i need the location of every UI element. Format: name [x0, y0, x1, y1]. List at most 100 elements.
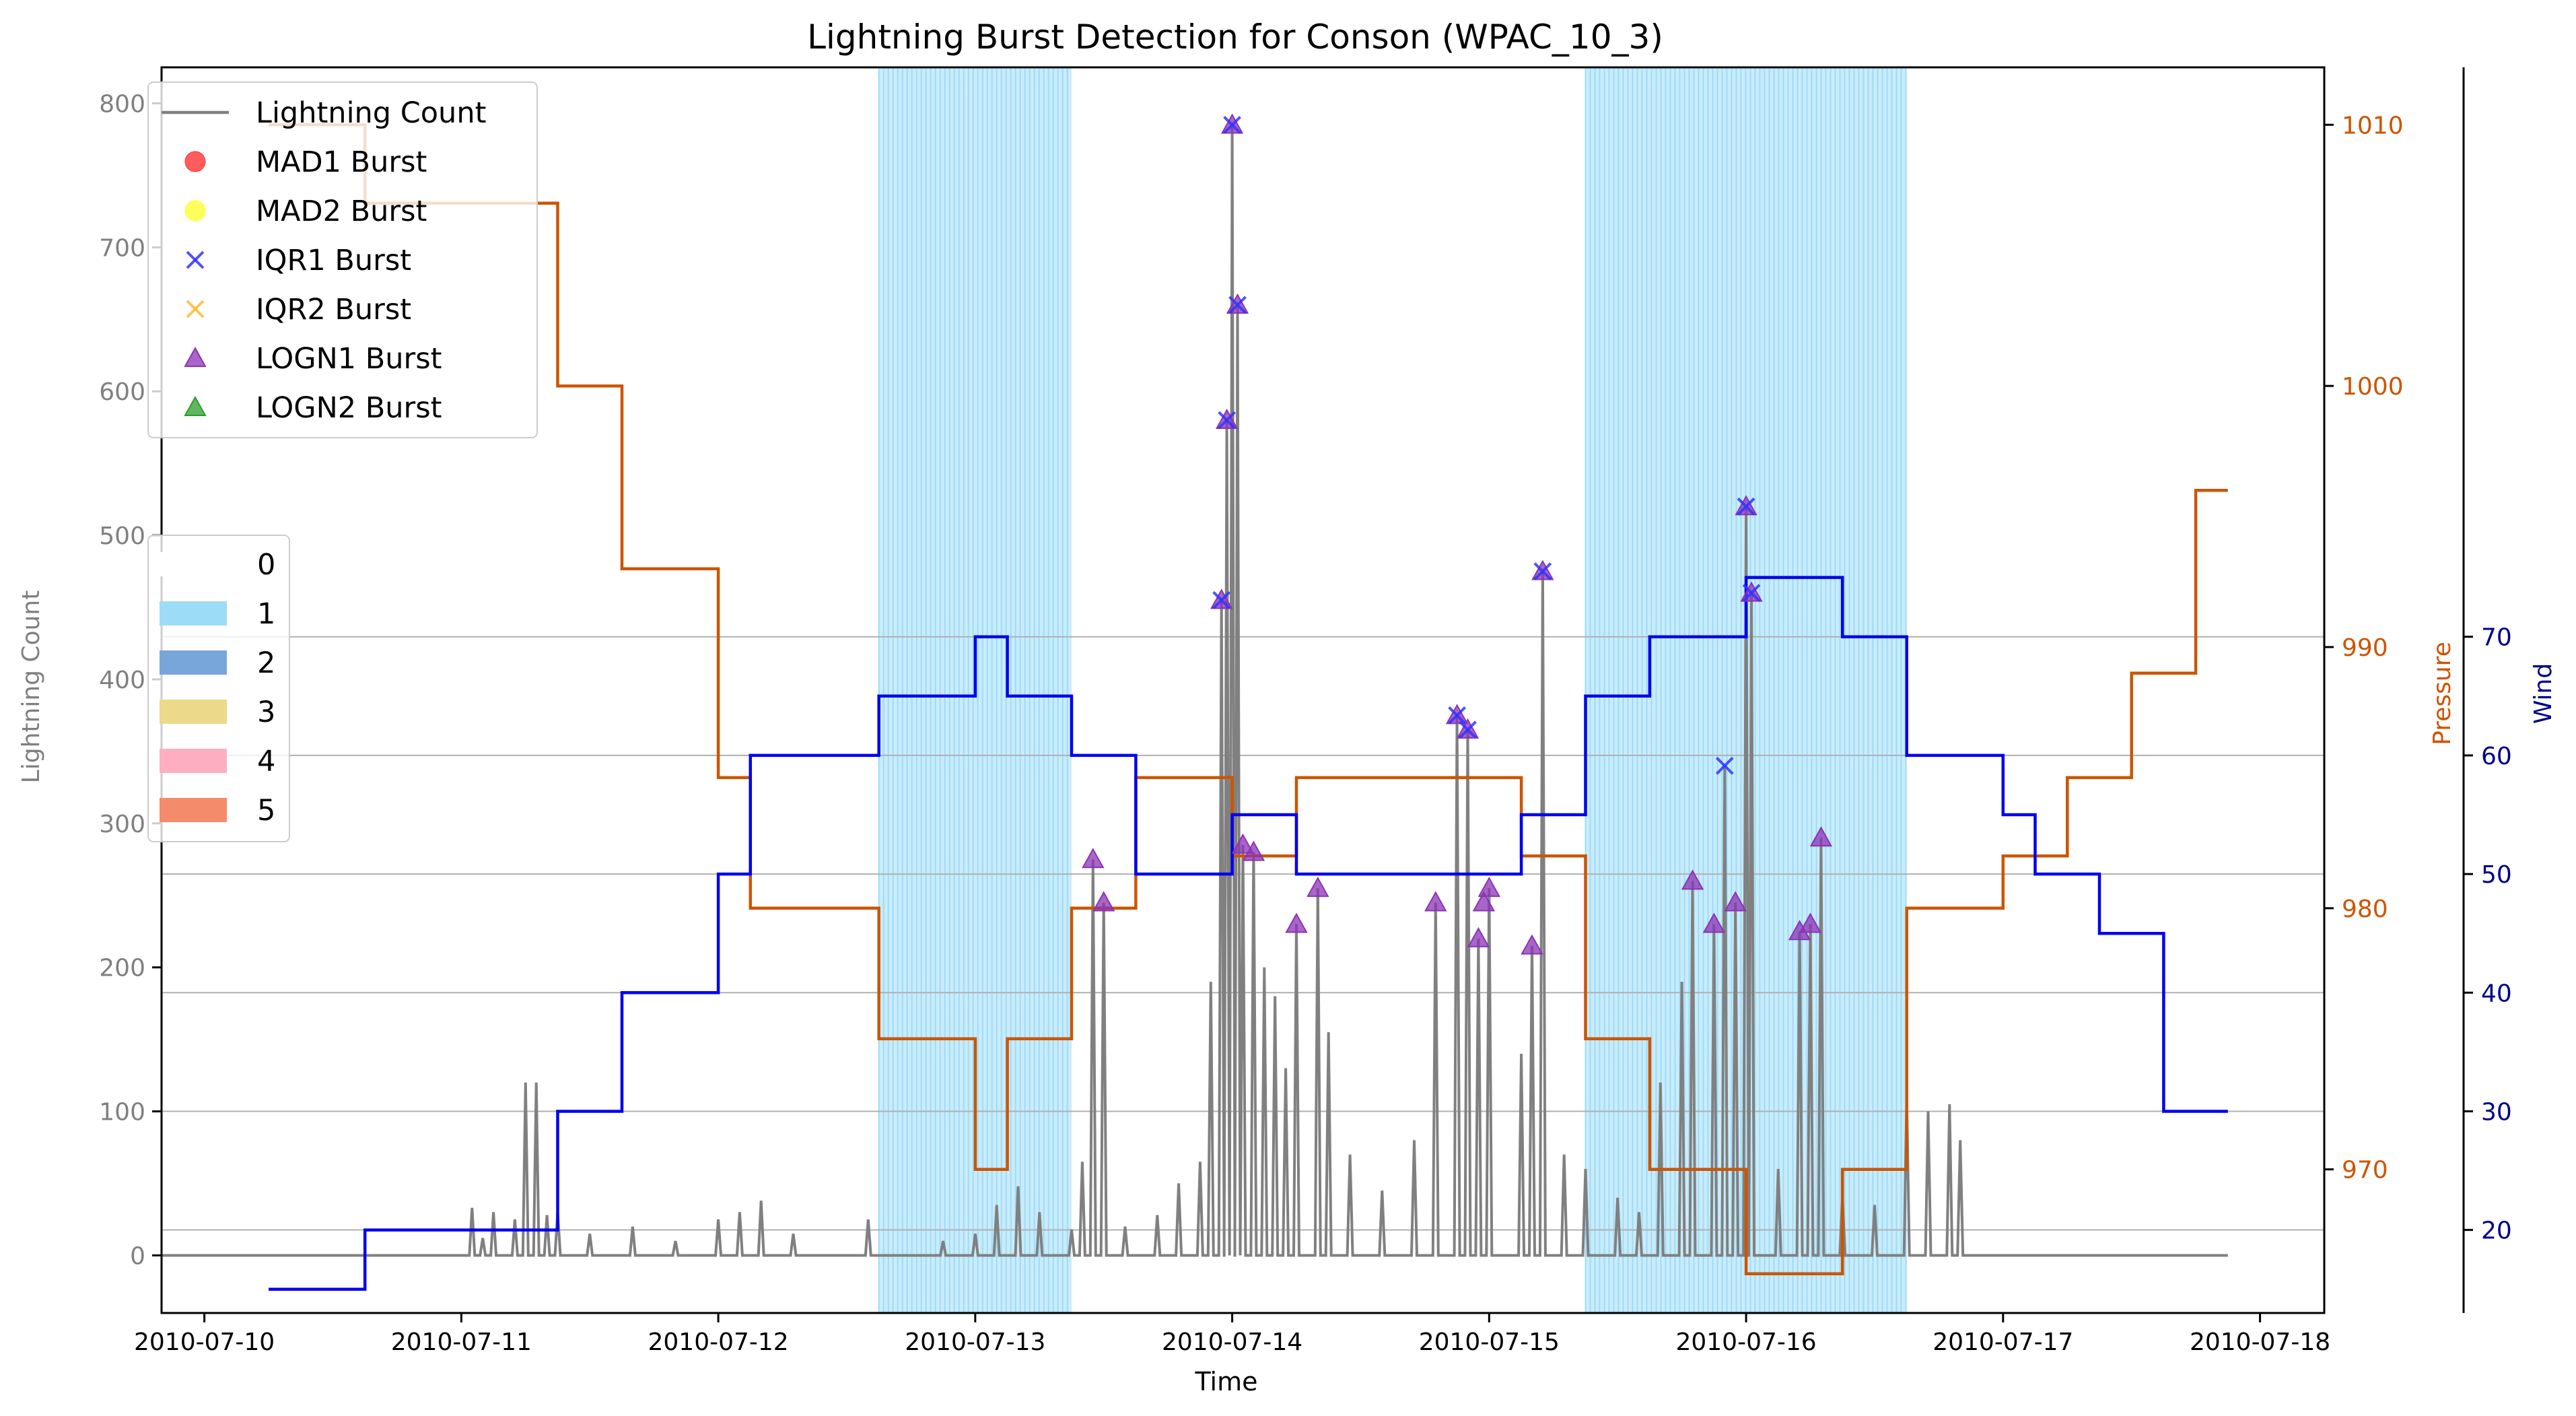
iqr1-burst-marker — [1223, 116, 1242, 134]
legend-category-swatch — [160, 650, 227, 675]
legend-category-swatch — [160, 700, 227, 724]
iqr1-burst-marker-stroke-b — [1459, 720, 1477, 739]
legend-category-swatch — [160, 552, 227, 576]
legend-category-label: 2 — [257, 646, 275, 680]
iqr1-burst-marker-stroke-b — [1742, 584, 1761, 603]
iqr1-burst-marker — [1228, 296, 1247, 314]
y-pressure-tick-label: 970 — [2342, 1157, 2388, 1184]
wind-line — [269, 576, 2228, 1291]
lightning-count-line — [162, 125, 2228, 1257]
legend-x-icon-stroke-b — [186, 300, 205, 318]
y-pressure-tick-label: 1000 — [2342, 373, 2404, 401]
legend-series-label: IQR1 Burst — [256, 244, 411, 277]
y-wind-tick-label: 40 — [2481, 980, 2512, 1007]
legend-series-label: LOGN1 Burst — [256, 342, 442, 376]
y-left-tick-label: 0 — [130, 1242, 145, 1270]
legend-series-label: LOGN2 Burst — [256, 391, 442, 425]
chart-title: Lightning Burst Detection for Conson (WP… — [807, 18, 1663, 57]
logn1-burst-marker — [1424, 891, 1447, 912]
legend-series: Lightning Count MAD1 Burst MAD2 Burst IQR1 … — [147, 81, 538, 438]
legends: Lightning Count MAD1 Burst MAD2 Burst IQR1 … — [147, 81, 538, 842]
y-left-tick-label: 800 — [99, 90, 145, 118]
y-left-tick-label: 400 — [99, 667, 145, 694]
iqr1-burst-marker — [1218, 411, 1237, 430]
legend-circle-icon — [184, 200, 206, 222]
legend-x-icon — [186, 300, 205, 318]
logn1-burst-marker — [1307, 877, 1329, 898]
x-tick-label: 2010-07-14 — [1162, 1328, 1302, 1356]
x-tick-label: 2010-07-17 — [1933, 1328, 2073, 1356]
iqr1-burst-marker-stroke-b — [1448, 706, 1467, 724]
iqr1-burst-marker — [1715, 756, 1734, 775]
legend-x-icon-stroke-b — [186, 250, 205, 269]
legend-category-swatch — [160, 749, 227, 773]
y-left-tick-label: 100 — [99, 1099, 145, 1126]
x-tick-label: 2010-07-18 — [2190, 1328, 2330, 1356]
x-tick-label: 2010-07-10 — [134, 1328, 275, 1356]
iqr1-burst-marker — [1533, 562, 1552, 580]
logn1-burst-marker — [1467, 926, 1490, 947]
x-tick-label: 2010-07-13 — [905, 1328, 1045, 1356]
legend-category-label: 3 — [257, 696, 275, 729]
iqr1-burst-marker — [1459, 720, 1477, 739]
iqr1-burst-marker-stroke-b — [1533, 562, 1552, 580]
logn1-burst-marker — [1799, 912, 1822, 933]
y-wind-tick-label: 20 — [2481, 1217, 2512, 1245]
iqr1-burst-marker-stroke-b — [1715, 756, 1734, 775]
legend-category-swatch — [160, 601, 227, 626]
logn1-burst-marker — [1082, 848, 1105, 869]
legend-circle-icon — [184, 151, 206, 172]
legend-category-label: 4 — [257, 745, 275, 778]
iqr1-burst-marker — [1742, 584, 1761, 603]
legend-series-label: MAD2 Burst — [256, 195, 427, 228]
legend-series-box — [147, 81, 538, 438]
y-wind-tick-label: 60 — [2481, 743, 2512, 770]
x-axis-label: Time — [1195, 1367, 1258, 1396]
logn1-burst-marker — [1724, 891, 1747, 912]
y-left-tick-label: 300 — [99, 811, 145, 838]
logn1-burst-marker — [1809, 826, 1833, 847]
iqr1-burst-marker-stroke-b — [1228, 296, 1247, 314]
y-axis-label-pressure: Pressure — [2429, 642, 2456, 745]
y-wind-tick-label: 30 — [2481, 1098, 2512, 1126]
y-pressure-tick-label: 1010 — [2342, 112, 2404, 139]
iqr1-burst-marker-stroke-b — [1223, 116, 1242, 134]
y-left-tick-label: 700 — [99, 234, 145, 262]
y-pressure-tick-label: 980 — [2342, 896, 2388, 923]
x-tick-label: 2010-07-16 — [1675, 1328, 1816, 1356]
iqr1-burst-marker-stroke-b — [1218, 411, 1237, 430]
logn1-burst-marker — [1477, 877, 1501, 898]
y-left-tick-label: 600 — [99, 378, 145, 406]
x-tick-label: 2010-07-12 — [648, 1328, 788, 1356]
legend-triangle-icon — [184, 395, 207, 416]
legend-x-icon — [186, 250, 205, 269]
y-axis-label-lightning: Lightning Count — [18, 591, 45, 784]
logn1-burst-marker — [1285, 912, 1308, 933]
legend-series-label: MAD1 Burst — [256, 145, 427, 179]
logn1-burst-marker — [1231, 833, 1255, 854]
legend-category-label: 0 — [257, 548, 275, 582]
logn1-burst-marker — [1521, 934, 1543, 955]
y-left-tick-label: 200 — [99, 955, 145, 982]
legend-category-label: 1 — [257, 597, 275, 631]
wind-series — [269, 576, 2228, 1291]
logn1-burst-marker — [1092, 891, 1115, 912]
tick-labels: 2010-07-10 2010-07-11 2010-07-12 2010-07-13… — [99, 90, 2512, 1356]
y-pressure-tick-label: 990 — [2342, 634, 2388, 662]
iqr1-burst-marker-stroke-b — [1212, 591, 1231, 609]
logn1-burst-marker — [1681, 869, 1704, 890]
iqr1-burst-marker — [1737, 497, 1755, 516]
legend-category-label: 5 — [257, 794, 275, 828]
x-tick-label: 2010-07-15 — [1419, 1328, 1560, 1356]
y-axis-label-wind: Wind — [2530, 663, 2557, 724]
lightning-count-series — [162, 125, 2228, 1257]
legend-category-swatch — [160, 798, 227, 822]
iqr1-burst-marker — [1212, 591, 1231, 609]
legend-series-label: IQR2 Burst — [256, 293, 411, 327]
logn1-burst-marker — [1702, 912, 1726, 933]
logn1-burst-marker — [1242, 840, 1265, 861]
legend-triangle-icon — [184, 346, 207, 367]
legend-series-label: Lightning Count — [256, 96, 486, 130]
legend-category: 0 1 2 3 4 5 — [147, 535, 290, 842]
